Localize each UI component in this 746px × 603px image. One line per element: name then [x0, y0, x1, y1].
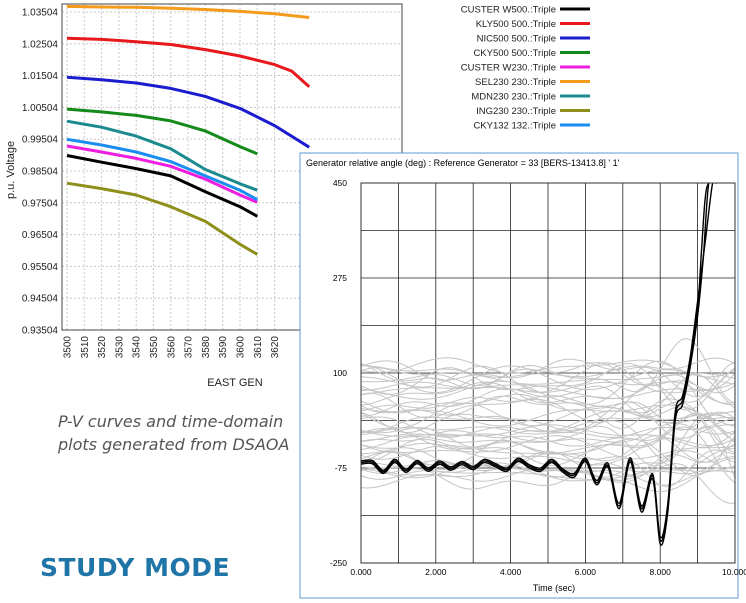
caption-line-1: P-V curves and time-domain [58, 412, 284, 431]
pv-legend-label: CKY132 132.:Triple [473, 121, 556, 132]
time-grey-trace [361, 413, 735, 447]
time-grey-trace [361, 401, 735, 453]
pv-x-tick-label: 3530 [114, 336, 125, 359]
caption-line-2: plots generated from DSAOA [58, 435, 290, 454]
time-chart-x-tick-labels: 0.000 2.000 4.000 6.000 8.000 10.000 [350, 567, 746, 577]
pv-x-tick-label: 3580 [201, 336, 212, 359]
pv-legend-label: CKY500 500.:Triple [473, 48, 556, 59]
time-chart-title: Generator relative angle (deg) : Referen… [306, 158, 620, 168]
pv-x-tick-label: 3500 [63, 336, 74, 359]
pv-y-tick-label: 0.95504 [22, 262, 59, 273]
time-grey-trace [361, 422, 735, 443]
pv-x-tick-label: 3610 [253, 336, 264, 359]
time-y-tick-label: -250 [330, 558, 347, 568]
time-chart-x-axis-label: Time (sec) [533, 583, 575, 593]
time-x-tick-label: 0.000 [350, 567, 372, 577]
time-black-trace [361, 183, 717, 546]
pv-series-line [66, 144, 258, 204]
time-grey-trace [361, 357, 735, 378]
pv-x-tick-label: 3520 [97, 336, 108, 359]
pv-legend: CUSTER W500.:Triple KLY500 500.:Triple NIC… [461, 5, 590, 132]
pv-y-tick-label: 1.02504 [22, 39, 59, 50]
pv-y-tick-label: 0.98504 [22, 166, 59, 177]
time-x-tick-label: 8.000 [650, 567, 672, 577]
pv-y-axis-label: p.u. Voltage [5, 141, 17, 199]
pv-y-tick-labels: 1.03504 1.02504 1.01504 1.00504 0.99504 0.985… [22, 7, 59, 336]
pv-series-line [66, 154, 259, 218]
pv-y-tick-label: 0.97504 [22, 198, 59, 209]
pv-y-tick-label: 0.94504 [22, 294, 59, 305]
pv-y-tick-label: 1.00504 [22, 103, 59, 114]
pv-x-tick-label: 3550 [149, 336, 160, 359]
time-black-trace [361, 183, 717, 539]
time-grey-trace [361, 402, 735, 429]
time-black-trace [361, 183, 717, 542]
pv-series-line [66, 107, 258, 156]
time-grey-trace [361, 466, 735, 486]
pv-x-tick-label: 3570 [184, 336, 195, 359]
time-grey-trace [361, 457, 735, 481]
pv-legend-label: KLY500 500.:Triple [476, 19, 556, 30]
pv-series-line [66, 36, 311, 88]
pv-legend-label: CUSTER W500.:Triple [461, 5, 556, 16]
pv-series-group [66, 4, 311, 256]
time-chart-plot-frame [360, 182, 736, 564]
pv-legend-label: ING230 230.:Triple [476, 106, 556, 117]
time-grey-trace [361, 382, 735, 400]
time-grey-trace [361, 357, 735, 378]
pv-legend-label: NIC500 500.:Triple [477, 34, 556, 45]
pv-legend-label: CUSTER W230.:Triple [461, 63, 556, 74]
pv-series-line [66, 137, 259, 202]
time-chart-y-tick-labels: 450 275 100 -75 -250 [330, 178, 347, 568]
pv-series-line [66, 181, 259, 256]
pv-y-tick-label: 1.03504 [22, 7, 59, 18]
pv-x-axis-label: EAST GEN [207, 377, 262, 389]
time-grey-trace [361, 418, 735, 439]
pv-y-tick-label: 0.99504 [22, 135, 59, 146]
time-y-tick-label: -75 [335, 463, 348, 473]
pv-legend-label: SEL230 230.:Triple [475, 77, 556, 88]
time-grey-trace [361, 385, 735, 463]
time-x-tick-label: 4.000 [500, 567, 522, 577]
pv-y-tick-label: 1.01504 [22, 71, 59, 82]
time-y-tick-label: 100 [333, 368, 347, 378]
pv-legend-label: MDN230 230.:Triple [471, 92, 556, 103]
time-chart-black-traces [361, 183, 717, 546]
pv-series-line [66, 4, 310, 19]
pv-x-tick-label: 3590 [218, 336, 229, 359]
figure-caption: P-V curves and time-domain plots generat… [58, 410, 289, 456]
pv-x-tick-label: 3510 [80, 336, 91, 359]
pv-x-tick-label: 3560 [166, 336, 177, 359]
time-grey-trace [361, 338, 735, 404]
time-x-tick-label: 2.000 [425, 567, 447, 577]
pv-x-tick-label: 3600 [236, 336, 247, 359]
time-grey-trace [361, 358, 735, 398]
time-grey-trace [361, 362, 735, 429]
time-grey-trace [361, 465, 735, 481]
time-grey-trace [361, 381, 735, 404]
pv-series-line [66, 119, 258, 192]
pv-x-tick-labels: 3500 3510 3520 3530 3540 3550 3560 3570 3580 3590… [63, 336, 282, 359]
pv-series-line [66, 75, 310, 149]
study-mode-heading: STUDY MODE [40, 553, 231, 582]
pv-x-tick-label: 3620 [270, 336, 281, 359]
time-x-tick-label: 10.000 [722, 567, 746, 577]
time-grey-trace [361, 414, 735, 454]
time-x-tick-label: 6.000 [575, 567, 597, 577]
time-y-tick-label: 450 [333, 178, 347, 188]
pv-y-tick-label: 0.96504 [22, 230, 59, 241]
time-grey-trace [361, 362, 735, 394]
pv-x-tick-label: 3540 [132, 336, 143, 359]
time-grey-trace [361, 364, 735, 394]
time-y-tick-label: 275 [333, 273, 347, 283]
pv-y-tick-label: 0.93504 [22, 326, 59, 337]
